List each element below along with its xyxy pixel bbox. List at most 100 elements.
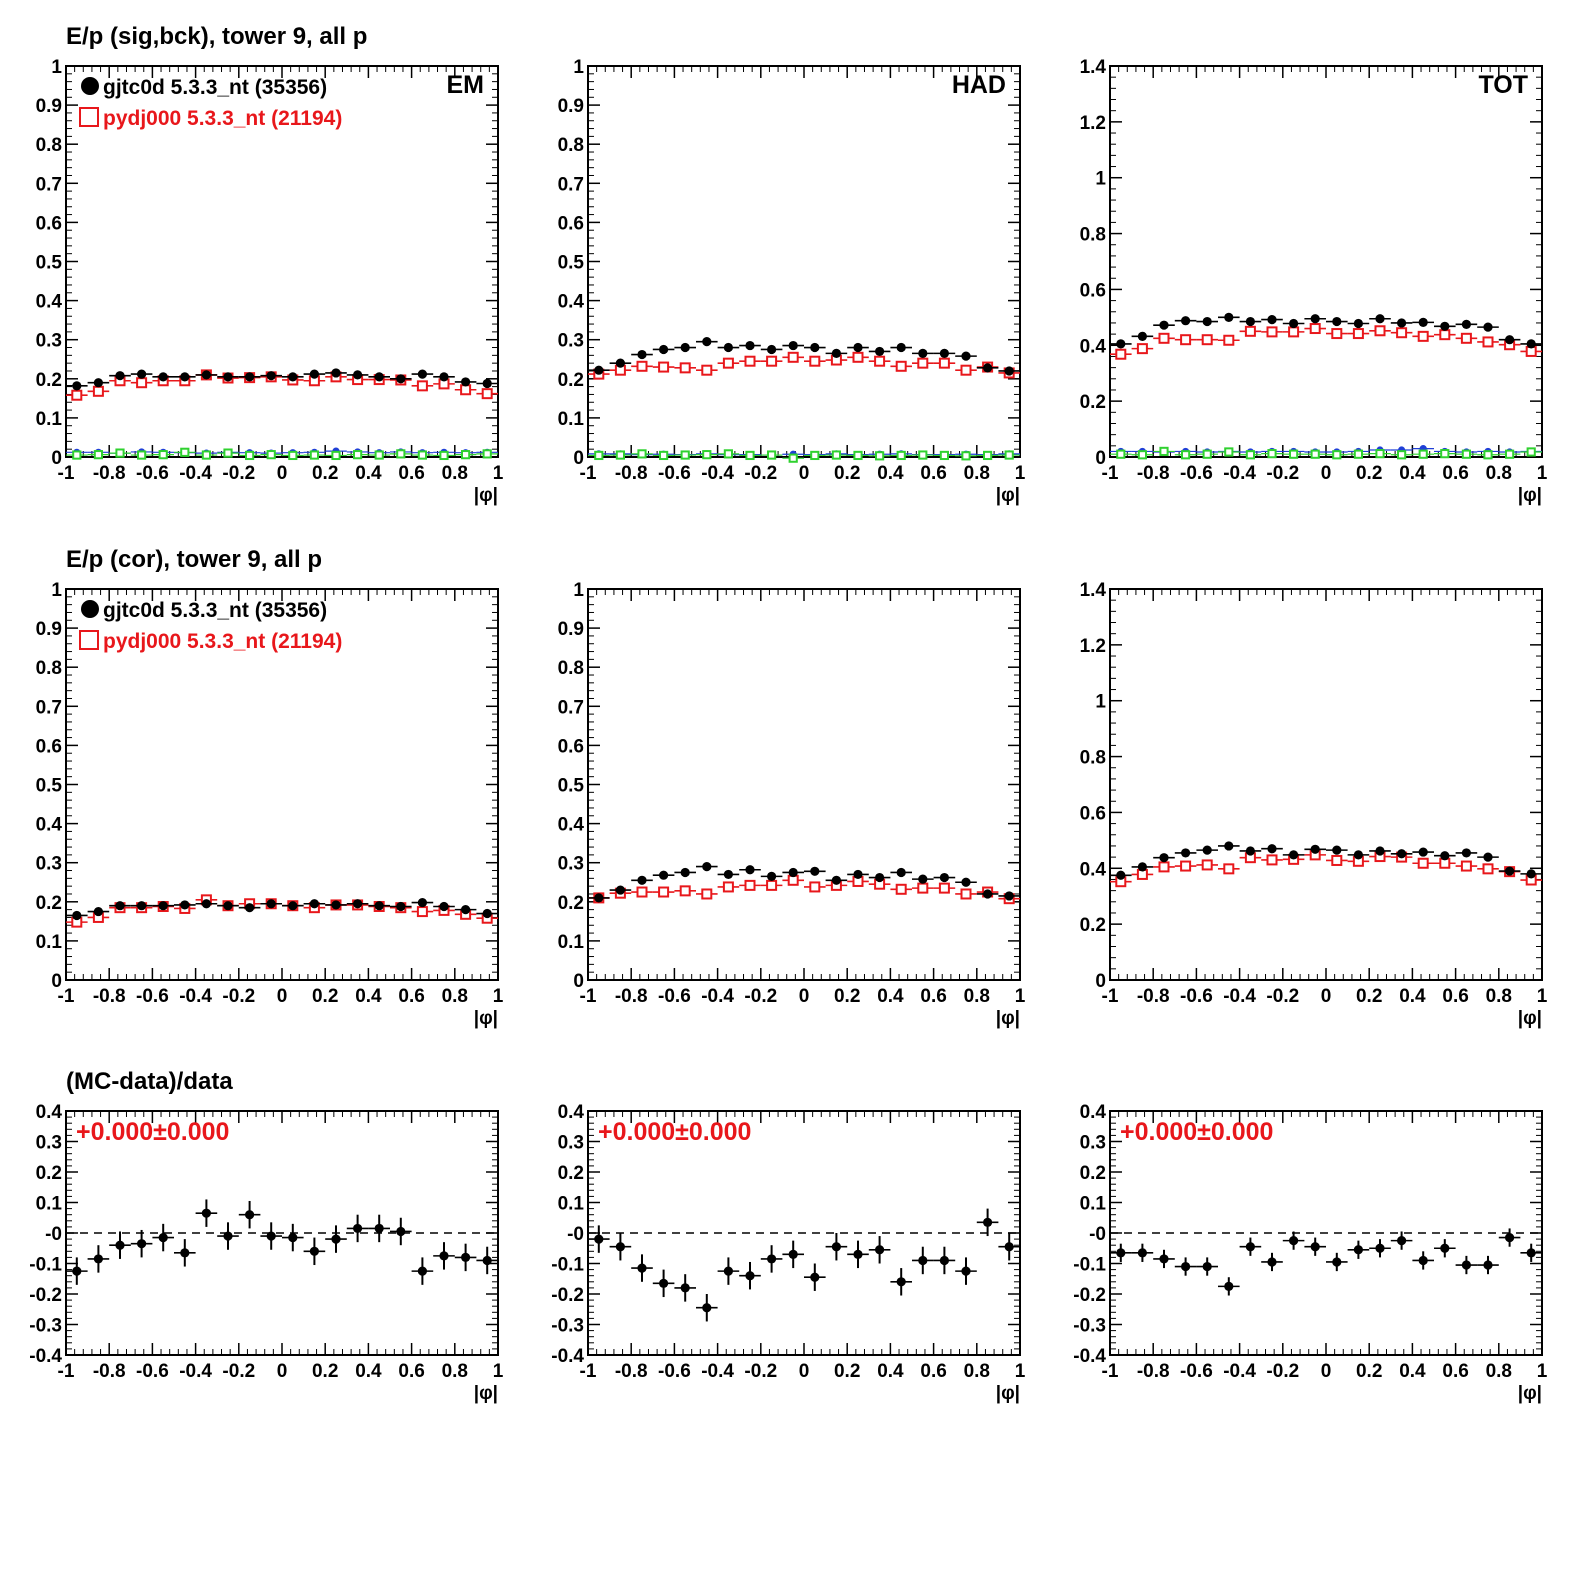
data-point: [961, 877, 971, 887]
data-point: [1004, 450, 1014, 460]
y-tick-label: 0.2: [1080, 915, 1106, 936]
data-point: [1137, 331, 1147, 341]
y-tick-label: 0.8: [1080, 225, 1106, 246]
data-point: [482, 449, 492, 459]
row1-title: E/p (sig,bck), tower 9, all p: [66, 23, 367, 50]
x-tick-label: 1: [1537, 1361, 1548, 1382]
data-point: [288, 450, 298, 461]
y-tick-label: 0.5: [558, 253, 585, 274]
y-tick-label: 0.7: [36, 697, 62, 718]
x-tick-label: 0.8: [1486, 1361, 1512, 1382]
series-3: [588, 449, 1020, 463]
y-tick-label: 0.6: [558, 213, 584, 234]
data-point: [1137, 450, 1148, 460]
panels-layer: -1 -0.8 -0.6 -0.4 -0.2 0 0.2 0.4 0.6 0.8 1 0 0.1 0.2 0…: [29, 57, 1547, 1404]
data-point: [744, 355, 756, 367]
x-tick-label: 0: [1321, 463, 1332, 484]
data-point: [1289, 850, 1299, 860]
data-point: [636, 360, 648, 372]
data-point: [1116, 870, 1126, 880]
data-point: [767, 344, 777, 355]
data-point: [659, 870, 669, 880]
data-point: [658, 886, 670, 898]
data-point: [917, 882, 929, 894]
x-tick-label: 0: [799, 1361, 810, 1382]
y-tick-label: 0.5: [36, 253, 63, 274]
data-point: [938, 882, 950, 894]
series-0: [588, 337, 1020, 376]
x-axis-label: |φ|: [474, 1008, 498, 1029]
data-point: [1505, 449, 1515, 459]
legend: gjtc0d 5.3.3_nt (35356) pydj000 5.3.3_nt …: [79, 599, 342, 653]
data-point: [201, 1208, 211, 1218]
data-point: [1224, 447, 1234, 457]
y-tick-label: 0.4: [558, 1102, 585, 1123]
y-tick-label: -0: [1089, 1224, 1106, 1245]
data-point: [481, 388, 493, 400]
fit-result-label: +0.000±0.000: [598, 1118, 751, 1146]
data-point: [679, 885, 691, 897]
data-point: [918, 348, 928, 358]
y-tick-label: 0.9: [558, 96, 584, 117]
data-point: [853, 450, 863, 461]
data-point: [416, 380, 428, 392]
data-point: [809, 881, 821, 893]
data-point: [1332, 1257, 1342, 1267]
series-0: [66, 897, 498, 921]
data-point: [309, 899, 319, 909]
data-point: [723, 342, 734, 353]
data-point: [1418, 847, 1428, 857]
data-point: [1353, 1245, 1363, 1255]
data-point: [702, 1303, 712, 1313]
data-point: [353, 450, 363, 460]
data-point: [810, 450, 820, 461]
data-point: [615, 1242, 626, 1252]
data-point: [180, 1248, 190, 1258]
data-point: [72, 450, 82, 460]
panel-row3-HAD: -1 -0.8 -0.6 -0.4 -0.2 0 0.2 0.4 0.6 0.8 1 -0.4 -0.3…: [551, 1102, 1025, 1404]
data-point: [615, 885, 626, 895]
data-point: [266, 1231, 276, 1241]
panel-row1-HAD: -1 -0.8 -0.6 -0.4 -0.2 0 0.2 0.4 0.6 0.8 1 0 0.1 0.2 0…: [558, 57, 1026, 506]
data-point: [223, 901, 233, 911]
y-tick-label: 1: [1095, 169, 1106, 190]
x-tick-label: -0.4: [179, 463, 212, 484]
data-point: [809, 355, 821, 367]
data-point: [331, 368, 341, 378]
x-tick-label: -1: [58, 1361, 75, 1382]
y-tick-label: 0.2: [36, 370, 62, 391]
y-tick-label: 0.8: [558, 658, 584, 679]
y-tick-label: 1.4: [1080, 57, 1107, 78]
data-point: [594, 450, 604, 461]
data-point: [1353, 318, 1363, 329]
x-tick-label: 1: [1537, 986, 1548, 1007]
data-point: [1159, 446, 1169, 457]
panel-row3-TOT: -1 -0.8 -0.6 -0.4 -0.2 0 0.2 0.4 0.6 0.8 1 -0.4 -0.3…: [1073, 1102, 1547, 1404]
y-tick-label: 1.2: [1080, 113, 1106, 134]
data-point: [460, 384, 472, 396]
data-point: [852, 351, 864, 363]
data-point: [1116, 339, 1126, 349]
data-point: [874, 355, 886, 367]
x-tick-label: 0.8: [442, 1361, 468, 1382]
data-point: [659, 1278, 669, 1288]
data-point: [158, 901, 168, 911]
data-point: [637, 449, 647, 459]
x-tick-label: -1: [580, 986, 597, 1007]
data-point: [917, 357, 929, 369]
data-point: [1418, 317, 1428, 327]
series-0: [588, 862, 1020, 903]
x-tick-label: 1: [1015, 1361, 1026, 1382]
data-point: [136, 377, 148, 389]
data-point: [1440, 1243, 1450, 1253]
series-1: [1110, 323, 1542, 360]
x-tick-label: -0.2: [1266, 463, 1299, 484]
y-tick-label: 0.6: [36, 736, 62, 757]
x-tick-label: -0.8: [93, 986, 126, 1007]
data-point: [1115, 348, 1127, 360]
plot-frame: [1109, 65, 1543, 458]
y-tick-label: 0.1: [36, 1194, 63, 1215]
data-point: [745, 1271, 755, 1281]
x-tick-label: -0.4: [1223, 986, 1256, 1007]
y-tick-label: 0.2: [36, 1163, 62, 1184]
